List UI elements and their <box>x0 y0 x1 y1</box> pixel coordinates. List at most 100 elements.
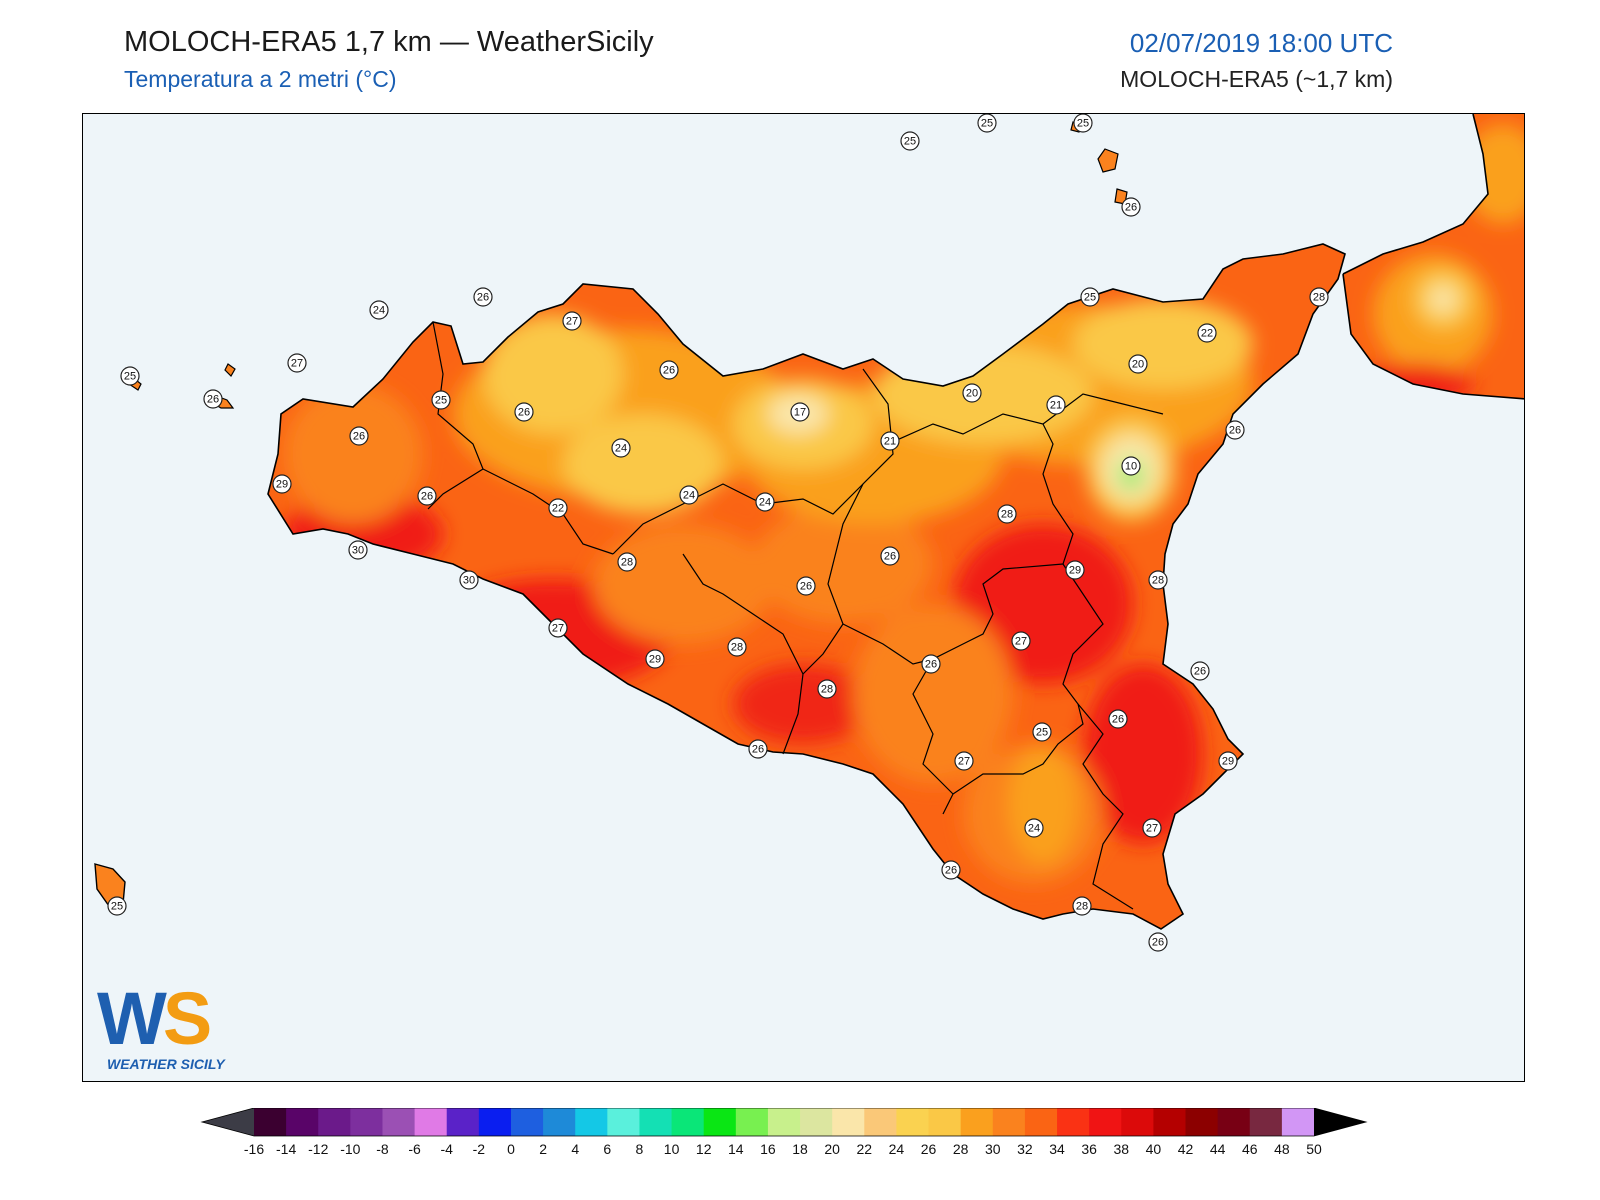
svg-text:28: 28 <box>821 684 833 696</box>
svg-text:26: 26 <box>752 744 764 756</box>
svg-text:20: 20 <box>1132 359 1144 371</box>
colorbar-segment <box>575 1108 608 1136</box>
temperature-label: 28 <box>1072 896 1092 916</box>
colorbar-segment <box>286 1108 319 1136</box>
svg-text:30: 30 <box>352 545 364 557</box>
svg-text:27: 27 <box>552 623 564 635</box>
svg-text:22: 22 <box>552 503 564 515</box>
svg-text:25: 25 <box>981 118 993 130</box>
svg-text:29: 29 <box>649 654 661 666</box>
temperature-label: 24 <box>369 300 389 320</box>
colorbar-tick-label: 44 <box>1210 1141 1226 1157</box>
model-name: MOLOCH-ERA5 (~1,7 km) <box>1120 66 1393 92</box>
temperature-label: 25 <box>1080 287 1100 307</box>
svg-text:25: 25 <box>904 136 916 148</box>
colorbar-segment <box>928 1108 962 1136</box>
temperature-label: 28 <box>997 504 1017 524</box>
svg-text:29: 29 <box>276 479 288 491</box>
colorbar-tick-label: 24 <box>889 1141 905 1157</box>
colorbar-tick-label: 46 <box>1242 1141 1258 1157</box>
svg-text:28: 28 <box>1313 292 1325 304</box>
colorbar-segment <box>607 1108 640 1136</box>
colorbar-tick-label: 10 <box>664 1141 680 1157</box>
temperature-colorbar: -16 -14 -12 -10 -8 -6 -4 -2 0 2 4 6 8 10 12 14 16 18 20 22 2… <box>200 1108 1368 1157</box>
temperature-label: 28 <box>1148 570 1168 590</box>
boundary-caltanissetta-ragusa <box>912 658 954 795</box>
boundary-catania-ragusa <box>942 563 1104 815</box>
colorbar-tick-label: 6 <box>603 1141 611 1157</box>
svg-text:24: 24 <box>373 305 385 317</box>
colorbar-segment <box>864 1108 897 1136</box>
colorbar-segment <box>992 1108 1026 1136</box>
colorbar-tick-label: 48 <box>1274 1141 1290 1157</box>
temperature-label: 28 <box>1309 287 1329 307</box>
colorbar-tick-label: 26 <box>921 1141 937 1157</box>
colorbar-tick-label: 8 <box>636 1141 644 1157</box>
colorbar-tick-label: 4 <box>571 1141 579 1157</box>
temperature-label: 29 <box>1065 560 1085 580</box>
colorbar-segment <box>735 1108 769 1136</box>
temperature-label: 29 <box>1218 751 1238 771</box>
temperature-label: 25 <box>977 114 997 133</box>
province-boundaries <box>427 321 1164 910</box>
colorbar-segments <box>200 1108 1368 1137</box>
colorbar-segment <box>671 1108 705 1136</box>
colorbar-segment <box>1121 1108 1154 1136</box>
colorbar-tick-label: 16 <box>760 1141 776 1157</box>
temperature-label: 20 <box>962 383 982 403</box>
temperature-label: 26 <box>748 739 768 759</box>
svg-text:26: 26 <box>1229 425 1241 437</box>
svg-text:27: 27 <box>566 316 578 328</box>
valid-datetime: 02/07/2019 18:00 UTC <box>1129 28 1393 58</box>
svg-text:26: 26 <box>1194 666 1206 678</box>
temperature-label: 24 <box>1024 818 1044 838</box>
svg-text:27: 27 <box>958 756 970 768</box>
svg-text:27: 27 <box>1146 823 1158 835</box>
temperature-label: 27 <box>562 311 582 331</box>
boundary-agrigento-caltanissetta <box>682 553 804 675</box>
temperature-label: 10 <box>1121 456 1141 476</box>
colorbar-over-arrow <box>1314 1108 1366 1136</box>
svg-text:26: 26 <box>207 394 219 406</box>
colorbar-segment <box>478 1108 512 1136</box>
colorbar-tick-label: 38 <box>1113 1141 1129 1157</box>
temperature-label: 25 <box>1032 722 1052 742</box>
island-lipari <box>1097 148 1119 173</box>
svg-text:29: 29 <box>1069 565 1081 577</box>
temperature-label: 21 <box>1046 395 1066 415</box>
temperature-label: 27 <box>1011 631 1031 651</box>
colorbar-segment <box>1217 1108 1251 1136</box>
colorbar-tick-label: 28 <box>953 1141 969 1157</box>
svg-text:28: 28 <box>731 642 743 654</box>
colorbar-tick-label: -8 <box>376 1141 389 1157</box>
colorbar-segment <box>446 1108 480 1136</box>
svg-text:22: 22 <box>1201 328 1213 340</box>
temperature-map: 25 25 25 26 25 24 26 27 26 27 25 26 26 29 26 30 30 22 24 26… <box>82 113 1525 1082</box>
colorbar-segment <box>1089 1108 1122 1136</box>
temperature-label: 26 <box>1148 932 1168 952</box>
colorbar-tick-label: -4 <box>441 1141 454 1157</box>
svg-text:25: 25 <box>124 371 136 383</box>
colorbar-tick-label: 30 <box>985 1141 1001 1157</box>
svg-text:20: 20 <box>966 388 978 400</box>
island-levanzo <box>224 363 236 377</box>
colorbar-tick-label: -10 <box>340 1141 360 1157</box>
temperature-label: 25 <box>107 896 127 916</box>
temperature-label: 25 <box>120 366 140 386</box>
colorbar-segment <box>1281 1108 1315 1136</box>
temperature-label: 26 <box>921 654 941 674</box>
colorbar-tick-label: -16 <box>244 1141 264 1157</box>
svg-text:26: 26 <box>663 365 675 377</box>
svg-text:26: 26 <box>1112 714 1124 726</box>
colorbar-segment <box>318 1108 351 1136</box>
colorbar-segment <box>832 1108 865 1136</box>
svg-text:21: 21 <box>1050 400 1062 412</box>
svg-text:26: 26 <box>884 551 896 563</box>
colorbar-segment <box>1057 1108 1090 1136</box>
colorbar-tick-label: 20 <box>824 1141 840 1157</box>
temperature-label: 26 <box>796 576 816 596</box>
boundary-enna-catania <box>842 563 1064 665</box>
colorbar-tick-label: -14 <box>276 1141 296 1157</box>
svg-text:26: 26 <box>518 407 530 419</box>
svg-text:28: 28 <box>1152 575 1164 587</box>
